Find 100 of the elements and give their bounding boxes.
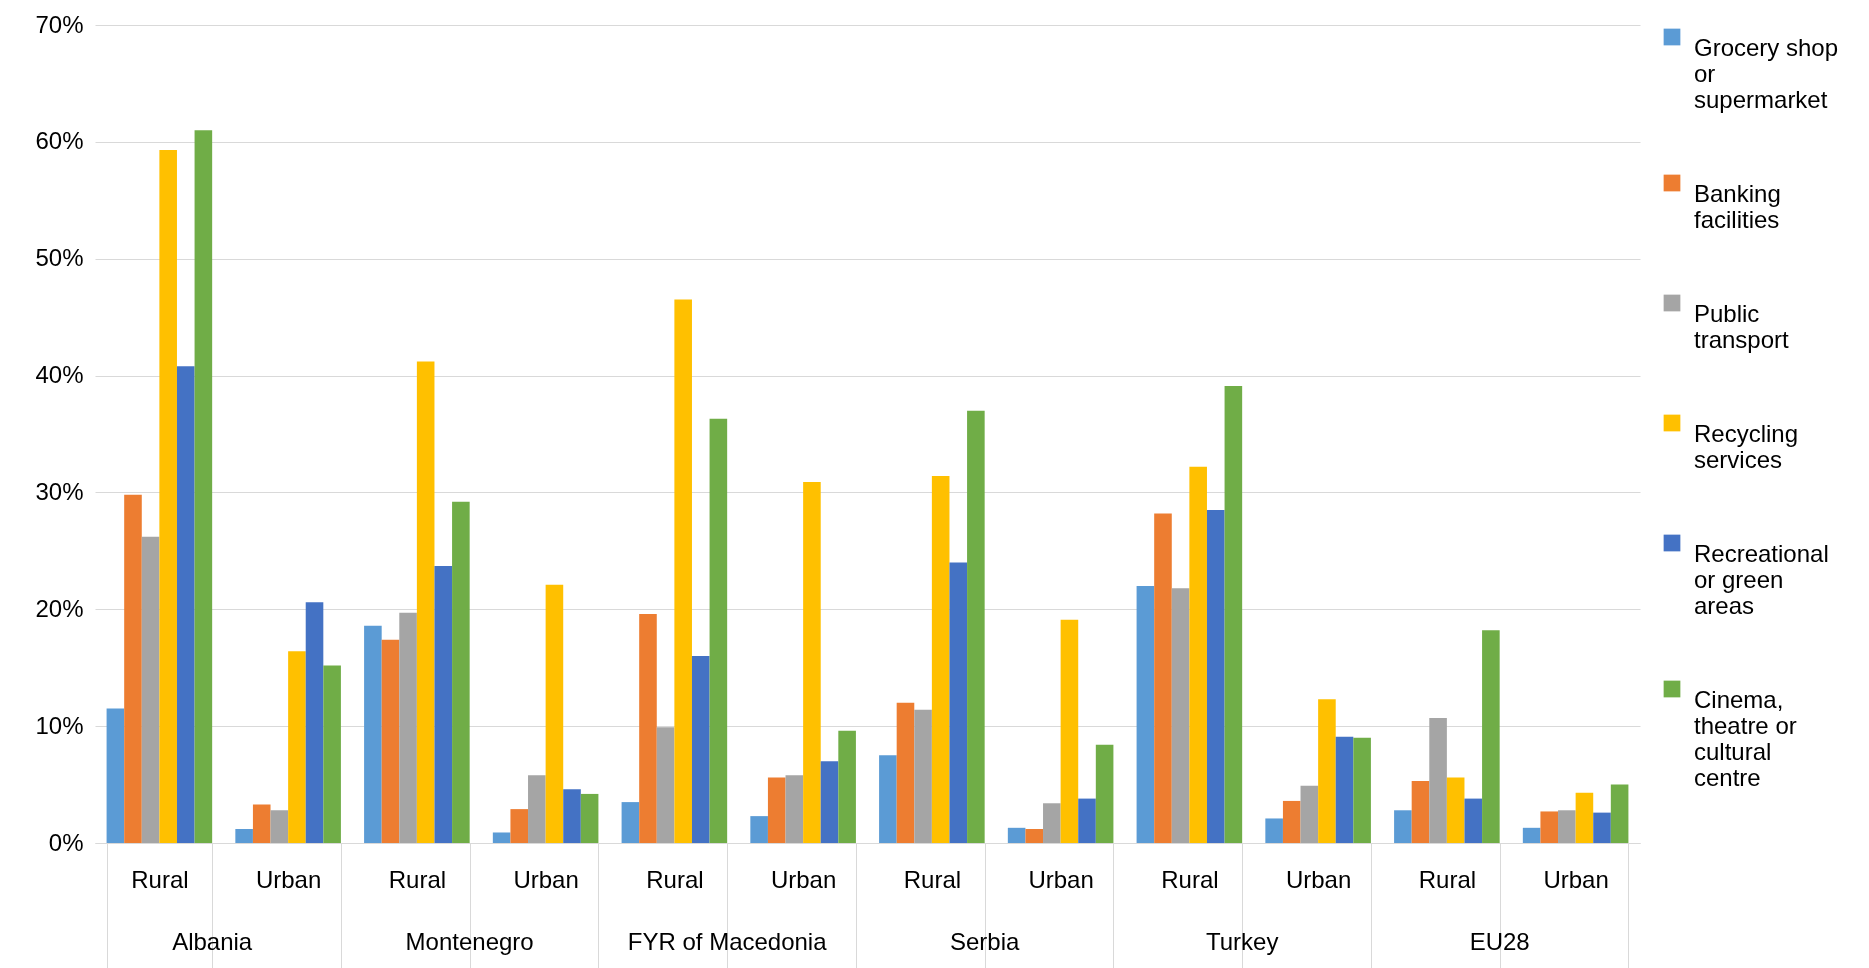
bar: [159, 150, 177, 843]
bar: [1224, 386, 1243, 843]
bar: [1394, 810, 1412, 843]
x-tick-label: Urban: [513, 865, 579, 893]
bar: [1353, 737, 1371, 843]
bar: [1335, 736, 1354, 843]
bar: [709, 418, 728, 843]
bar: [124, 494, 142, 843]
x-tick-label: Urban: [255, 865, 322, 893]
y-tick-label: 30%: [35, 477, 84, 505]
bar: [416, 361, 435, 843]
bar: [492, 832, 511, 843]
bar: [399, 612, 417, 843]
x-tick-label: Urban: [770, 865, 837, 893]
bar: [639, 613, 657, 843]
bar: [1265, 818, 1283, 843]
bar: [967, 410, 985, 843]
bar: [1610, 784, 1629, 843]
bar: [1411, 781, 1430, 843]
legend-label: Recycling services: [1694, 420, 1799, 473]
bar: [580, 793, 599, 843]
bar: [803, 481, 821, 843]
bar: [674, 299, 692, 843]
bar: [1429, 717, 1447, 843]
x-tick-label: Urban: [1285, 865, 1352, 893]
y-tick-label: 0%: [48, 828, 84, 856]
x-tick-label: Urban: [1543, 865, 1609, 893]
bar: [656, 727, 675, 843]
bar: [1060, 619, 1079, 843]
bar: [1318, 699, 1336, 843]
bar: [176, 366, 195, 843]
bar: [528, 775, 546, 843]
bar: [323, 665, 341, 843]
y-tick-label: 40%: [35, 361, 84, 389]
bar: [691, 656, 710, 843]
bar: [434, 566, 453, 843]
bar: [288, 651, 306, 843]
bar: [1189, 466, 1207, 843]
bar: [545, 584, 564, 843]
legend-label: Banking facilities: [1694, 180, 1781, 233]
bar: [235, 828, 253, 843]
bar: [252, 804, 271, 843]
legend-label: Recreational or green areas: [1694, 540, 1829, 619]
bar: [621, 802, 640, 843]
bar: [381, 639, 400, 843]
text: Albania: [172, 928, 253, 955]
text: Montenegro: [405, 928, 534, 955]
bar: [1558, 810, 1576, 843]
legend-label: Cinema, theatre or cultural centre: [1694, 686, 1797, 791]
y-tick-label: 50%: [35, 244, 84, 272]
bar: [1575, 792, 1594, 843]
bar: [1446, 777, 1465, 843]
bar: [1154, 513, 1172, 843]
legend-label: Public transport: [1694, 300, 1790, 353]
text: Turkey: [1205, 928, 1279, 955]
bar: [270, 810, 289, 843]
x-tick-label: Rural: [388, 865, 447, 893]
bar: [305, 602, 324, 843]
bar: [1043, 803, 1061, 843]
y-tick-label: 70%: [35, 10, 84, 38]
bar: [452, 501, 470, 843]
bar: [563, 789, 581, 843]
text: Serbia: [949, 928, 1020, 955]
bar: [1206, 509, 1225, 843]
bar: [1025, 828, 1044, 843]
x-tick-label: Rural: [131, 865, 189, 893]
bar: [820, 761, 839, 843]
bar: [879, 755, 897, 843]
y-tick-label: 10%: [35, 711, 84, 739]
bar: [1593, 812, 1611, 843]
legend-label: Grocery shop or supermarket: [1694, 34, 1839, 113]
bar: [1136, 585, 1155, 843]
bar: [1171, 588, 1190, 843]
bar: [750, 816, 768, 843]
bar: [1540, 811, 1559, 843]
x-tick-label: Rural: [646, 865, 704, 893]
bar: [141, 536, 160, 843]
bar: [1522, 827, 1541, 843]
x-tick-label: Rural: [1418, 865, 1477, 893]
y-tick-label: 60%: [35, 127, 84, 155]
bar: [1282, 800, 1301, 843]
bar: [785, 775, 804, 843]
bar: [914, 709, 932, 843]
bar: [896, 702, 915, 843]
bar: [194, 130, 213, 843]
y-tick-label: 20%: [35, 594, 84, 622]
bar: [838, 730, 856, 843]
bar: [106, 708, 125, 843]
x-tick-label: Rural: [903, 865, 962, 893]
x-tick-label: Rural: [1161, 865, 1219, 893]
bar: [1095, 744, 1114, 843]
bar: [1007, 827, 1026, 843]
bar: [1464, 798, 1483, 843]
text: FYR of Macedonia: [627, 928, 828, 955]
bar: [949, 562, 968, 843]
text: EU28: [1469, 928, 1530, 955]
bar: [767, 777, 786, 843]
bar: [931, 476, 950, 843]
bar: [1300, 785, 1319, 843]
bar: [364, 625, 382, 843]
